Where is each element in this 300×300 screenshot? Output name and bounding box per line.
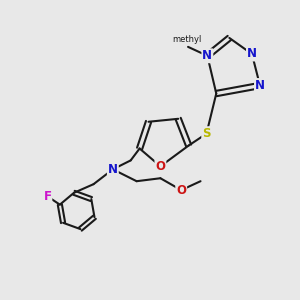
Text: N: N [202,49,212,62]
Text: methyl: methyl [172,35,201,44]
Text: S: S [202,127,211,140]
Text: F: F [44,190,51,203]
Text: N: N [108,163,118,176]
Text: O: O [176,184,186,196]
Text: O: O [155,160,165,173]
Text: N: N [247,47,257,61]
Text: N: N [255,79,265,92]
